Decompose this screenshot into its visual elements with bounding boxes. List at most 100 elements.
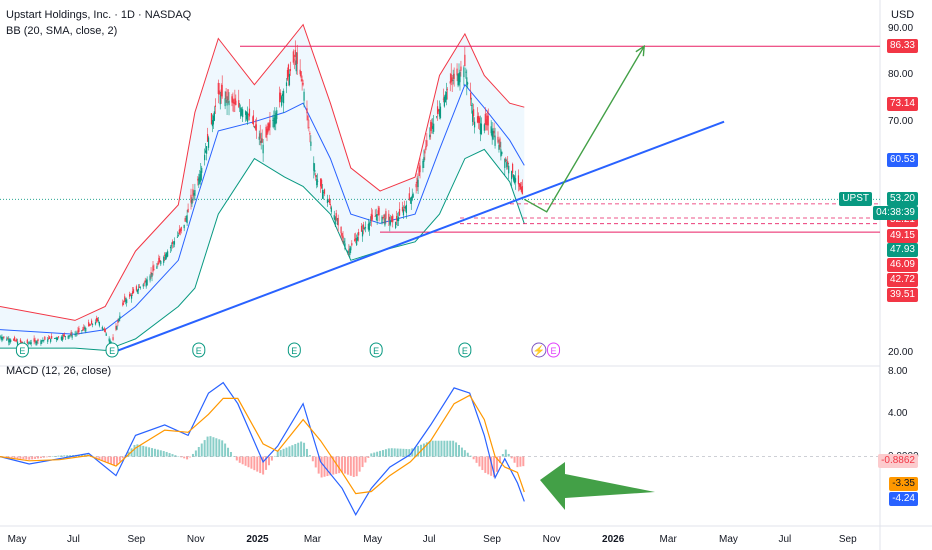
candle-body [343,240,345,243]
candle-body [260,140,262,143]
macd-histogram-bar [215,438,218,457]
candle-body [145,280,147,287]
macd-histogram-bar [212,437,215,457]
macd-histogram-bar [414,447,417,457]
price-level-tag[interactable]: 39.51 [886,288,918,302]
candle-body [217,82,219,94]
price-level-tag[interactable]: 46.09 [886,258,918,272]
price-level-tag[interactable]: 42.72 [886,273,918,287]
macd-histogram [0,436,525,478]
candle-body [118,319,120,322]
macd-histogram-bar [57,455,60,457]
macd-histogram-bar [343,456,346,474]
symbol-tag[interactable]: UPST [839,192,872,207]
candle-body [303,91,305,101]
macd-histogram-bar [507,453,510,457]
macd-histogram-bar [262,456,265,475]
symbol-title: Upstart Holdings, Inc. · 1D · NASDAQ [6,9,192,21]
macd-histogram-bar [151,448,154,457]
candle-body [313,162,315,171]
last-price-tag[interactable]: 53.20 [886,192,918,207]
macd-histogram-bar [338,456,341,474]
macd-histogram-bar [311,456,314,462]
candle-body [397,218,399,222]
price-level-tag[interactable]: 60.53 [886,153,918,167]
candle-body [179,228,181,233]
macd-histogram-bar [481,456,484,471]
macd-histogram-bar [501,454,504,457]
dividend-bolt: ⚡ [533,344,545,357]
candle-body [443,96,445,107]
price-level-tag[interactable]: 49.15 [886,229,918,243]
candle-body [384,218,386,226]
candle-body [314,170,316,172]
macd-histogram-bar [37,456,40,459]
candle-body [116,326,118,330]
macd-value-tag[interactable]: -0.8862 [878,454,918,468]
candle-body [171,241,174,245]
candle-body [177,235,179,237]
ascending-trendline [111,120,725,354]
candle-body [232,98,234,104]
macd-histogram-bar [305,448,308,457]
time-axis-tick: Nov [542,534,561,545]
candle-body [422,160,424,169]
macd-histogram-bar [113,456,116,466]
candle-body [235,100,237,106]
candle-body [228,100,230,106]
candle-body [417,179,419,188]
candle-body [429,134,431,138]
candle-body [153,269,155,271]
macd-histogram-bar [396,448,399,457]
macd-histogram-bar [446,440,449,457]
signal-line [0,394,525,495]
macd-histogram-bar [455,442,458,457]
candle-body [410,197,412,205]
macd-histogram-bar [232,456,235,457]
candle-body [110,341,112,343]
candle-body [357,236,359,241]
candle-body [322,191,325,193]
macd-histogram-bar [493,456,496,478]
price-level-tag[interactable]: 86.33 [886,39,918,53]
candle-body [211,120,214,127]
candle-body [219,95,221,105]
earnings-marker [105,342,119,358]
macd-value-tag[interactable]: -4.24 [889,492,918,506]
candle-body [53,338,56,339]
price-axis-tick: 80.00 [888,69,914,81]
macd-histogram-bar [265,456,268,470]
candle-body [412,194,414,198]
macd-histogram-bar [229,451,232,457]
candle-body [30,342,32,344]
candle-body [103,328,105,331]
candle-body [89,324,91,326]
candle-body [56,337,59,341]
candle-body [61,336,63,341]
candle-body [433,123,435,132]
currency-label[interactable]: USD [891,9,915,21]
time-axis-tick: 2026 [602,534,625,545]
candle-body [334,217,336,226]
macd-histogram-bar [458,445,461,457]
candle-body [390,221,392,223]
macd-histogram-bar [66,455,69,457]
price-level-tag[interactable]: 73.14 [886,97,918,111]
macd-value-tag[interactable]: -3.35 [889,477,918,491]
candle-body [415,184,417,188]
candle-body [57,336,60,338]
macd-histogram-bar [145,446,148,457]
candle-body [109,340,111,344]
bb-indicator-label[interactable]: BB (20, SMA, close, 2) [6,25,118,37]
macd-histogram-bar [256,456,259,472]
earnings-marker [192,342,206,358]
candle-body [364,227,367,229]
candle-body [348,249,350,251]
macd-indicator-label[interactable]: MACD (12, 26, close) [6,365,112,377]
candle-body [306,108,308,114]
price-level-tag[interactable]: 47.93 [886,243,918,257]
candle-body [26,339,28,343]
candle-body [368,222,370,231]
time-axis-tick: Jul [67,534,80,545]
